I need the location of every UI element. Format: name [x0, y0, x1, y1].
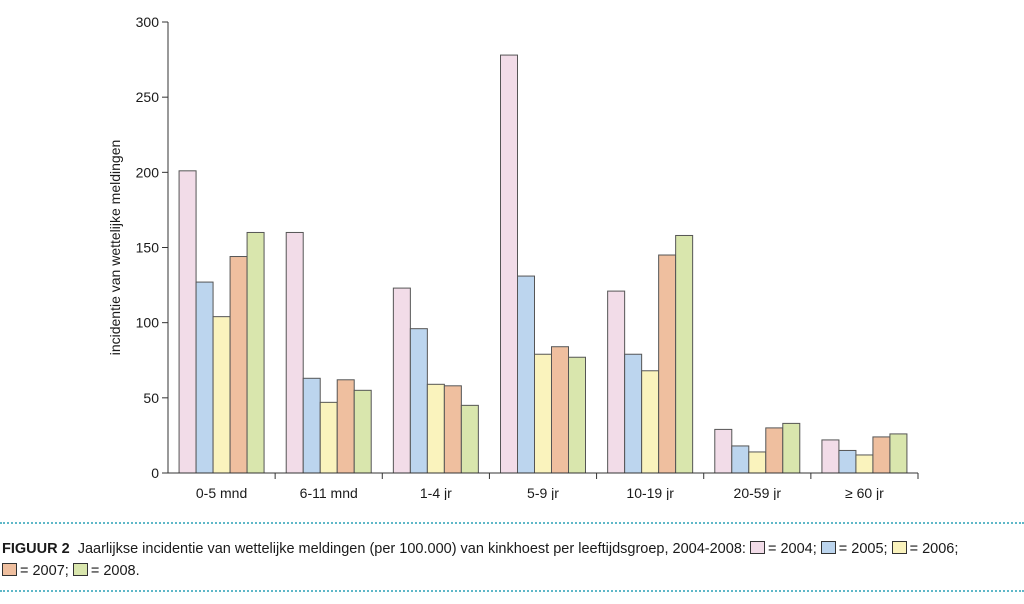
legend-item: = 2004; — [749, 541, 817, 557]
legend-label: = 2006; — [909, 541, 959, 557]
bar-2007 — [765, 427, 784, 474]
x-tick-label: 5-9 jr — [527, 485, 559, 500]
y-axis-label: incidentie van wettelijke meldingen — [107, 140, 123, 356]
bar-2006 — [534, 353, 552, 474]
bar-2004 — [500, 54, 518, 474]
y-tick-label: 200 — [136, 164, 160, 180]
caption-text: Jaarlijkse incidentie van wettelijke mel… — [77, 541, 746, 557]
bar-2008 — [353, 389, 372, 474]
bar-2008 — [568, 356, 586, 474]
bar-2008 — [675, 234, 694, 474]
bar-2006 — [641, 370, 660, 474]
legend-swatch — [72, 563, 88, 576]
bar-2005 — [731, 445, 750, 474]
y-tick-label: 0 — [151, 465, 159, 481]
bar-2004 — [392, 287, 411, 474]
bar-2005 — [409, 328, 428, 474]
bar-chart: 0 50 100 150 200 250 300 0-5 mnd 6-11 mnd 1-4 jr… — [107, 14, 919, 500]
bar-2006 — [855, 454, 874, 474]
legend-item: = 2005; — [820, 541, 888, 557]
bar-2008 — [460, 404, 479, 474]
y-tick-label: 300 — [136, 14, 160, 30]
bar-2007 — [443, 385, 462, 474]
legend-item: = 2007; — [2, 563, 69, 579]
legend-item: = 2008. — [72, 563, 140, 579]
caption-label: FIGUUR 2 — [2, 541, 70, 557]
bar-2008 — [889, 433, 908, 474]
x-tick-label: 0-5 mnd — [196, 485, 247, 500]
bar-2005 — [195, 281, 214, 474]
x-tick-label: 6-11 mnd — [300, 485, 358, 500]
bar-2008 — [246, 231, 265, 474]
y-tick-label: 150 — [136, 240, 160, 256]
bar-2006 — [748, 451, 767, 474]
legend-swatch — [2, 563, 17, 576]
bar-2005 — [838, 449, 857, 474]
bar-2004 — [714, 428, 733, 474]
x-tick-label: 10-19 jr — [626, 485, 674, 500]
x-tick-label: 20-59 jr — [734, 485, 782, 500]
legend-swatch — [891, 541, 907, 554]
x-tick-label: 1-4 jr — [420, 485, 452, 500]
bar-2006 — [426, 383, 445, 474]
legend-swatch — [820, 541, 836, 554]
figure-caption: FIGUUR 2 Jaarlijkse incidentie van wette… — [2, 538, 1018, 582]
legend-label: = 2008. — [90, 563, 140, 579]
y-tick-label: 50 — [143, 390, 159, 406]
bar-2004 — [178, 170, 197, 474]
bar-2005 — [624, 353, 643, 474]
bar-2007 — [336, 379, 355, 474]
bar-2006 — [212, 316, 231, 474]
bar-2005 — [302, 377, 321, 474]
caption-bottom-divider — [0, 590, 1024, 592]
y-tick-label: 250 — [136, 89, 160, 105]
legend: = 2004; = 2005; = 2006; = 2007; = 2008. — [2, 541, 958, 579]
bar-2004 — [285, 231, 304, 474]
bar-2007 — [551, 346, 569, 474]
bar-2007 — [658, 254, 677, 474]
bar-2004 — [607, 290, 626, 474]
bar-2007 — [229, 256, 248, 474]
y-tick-label: 100 — [136, 315, 160, 331]
legend-label: = 2005; — [838, 541, 888, 557]
bar-2008 — [782, 422, 801, 474]
bar-2004 — [821, 439, 840, 474]
legend-label: = 2007; — [20, 563, 69, 579]
bar-2005 — [517, 275, 535, 474]
bar-2007 — [872, 436, 891, 474]
legend-swatch — [749, 541, 765, 554]
caption-top-divider — [0, 522, 1024, 524]
x-tick-label: ≥ 60 jr — [845, 485, 884, 500]
bar-2006 — [319, 401, 338, 474]
legend-item: = 2006; — [891, 541, 959, 557]
legend-label: = 2004; — [767, 541, 817, 557]
